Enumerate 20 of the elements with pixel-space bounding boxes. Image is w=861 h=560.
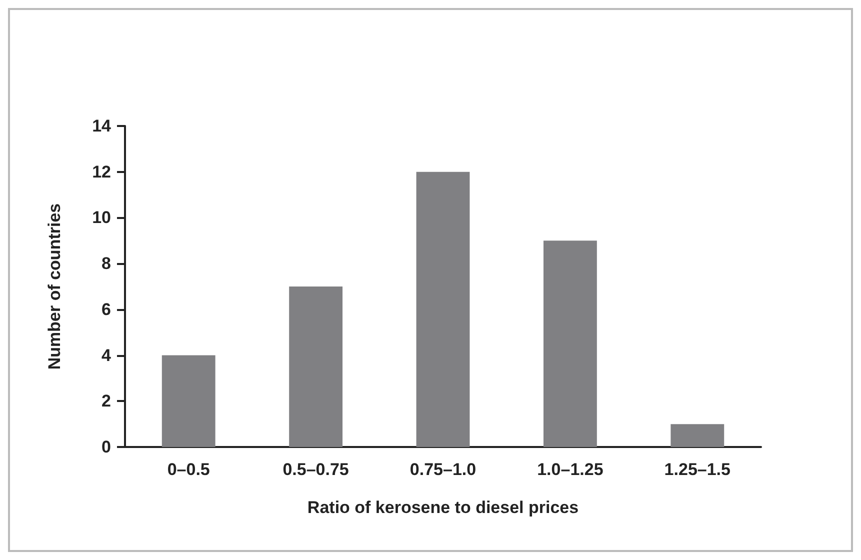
y-tick-label: 0 [102, 438, 111, 456]
y-tick-label: 12 [92, 162, 111, 182]
bar [670, 424, 724, 447]
y-tick-label: 6 [102, 300, 111, 319]
x-tick-label: 1.0–1.25 [537, 460, 604, 479]
bar [289, 286, 343, 447]
y-tick-label: 2 [102, 392, 111, 411]
y-tick-label: 14 [92, 116, 112, 136]
x-tick-label: 1.25–1.5 [664, 460, 730, 479]
y-tick-label: 10 [92, 208, 111, 228]
x-tick-label: 0.5–0.75 [282, 460, 349, 479]
bar [416, 172, 470, 447]
y-tick-label: 4 [102, 346, 112, 365]
x-tick-label: 0.75–1.0 [410, 460, 476, 479]
bar [543, 240, 597, 447]
y-axis-title: Number of countries [45, 203, 64, 370]
x-axis-title: Ratio of kerosene to diesel prices [307, 498, 579, 517]
x-tick-label: 0–0.5 [167, 460, 210, 479]
y-tick-label: 8 [102, 254, 111, 274]
bar [162, 355, 216, 447]
